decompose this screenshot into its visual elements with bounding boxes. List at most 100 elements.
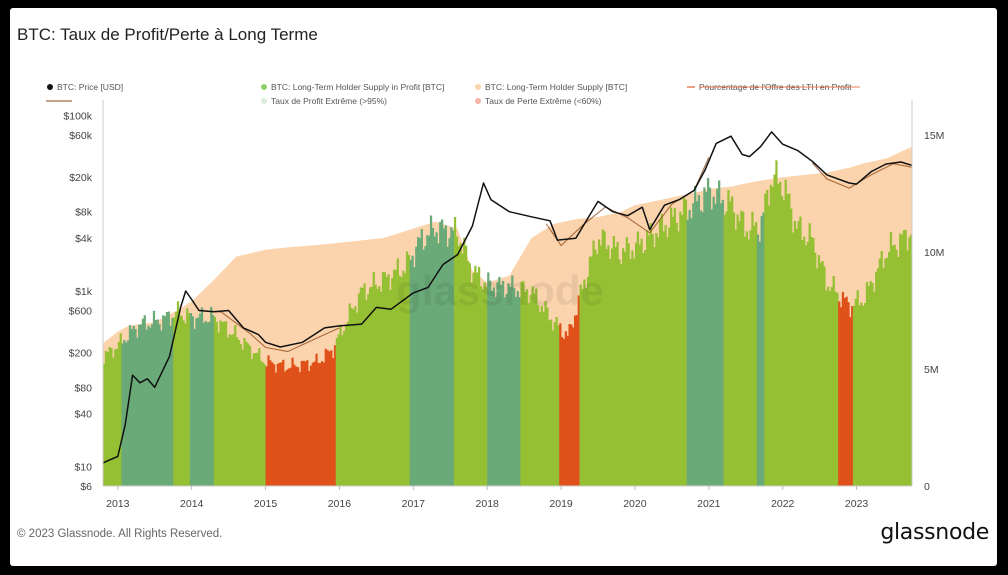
x-tick-label: 2023 <box>845 498 869 510</box>
extreme-profit-bar <box>716 188 719 486</box>
profit-bar <box>828 291 832 486</box>
profit-bar <box>825 290 828 486</box>
profit-bar <box>819 262 822 486</box>
profit-bar <box>808 223 811 486</box>
profit-bar <box>387 274 390 486</box>
extreme-profit-bar <box>719 203 723 486</box>
profit-bar <box>795 228 798 486</box>
y-left-tick-label: $20k <box>69 172 93 184</box>
profit-bar <box>856 290 859 486</box>
profit-bar <box>670 207 673 486</box>
extreme-profit-bar <box>694 185 697 486</box>
extreme-profit-bar <box>165 312 169 486</box>
profit-bar <box>176 301 180 486</box>
extreme-profit-bar <box>448 238 451 486</box>
extreme-profit-bar <box>162 315 165 486</box>
profit-bar <box>527 303 531 486</box>
profit-bar <box>766 189 769 486</box>
extreme-loss-bar <box>843 298 846 486</box>
profit-bar <box>389 290 392 486</box>
profit-bar <box>477 266 481 486</box>
profit-bar <box>725 211 728 486</box>
profit-bar <box>755 221 758 486</box>
profit-bar <box>804 245 808 486</box>
extreme-profit-bar <box>692 203 695 486</box>
profit-bar <box>592 240 595 486</box>
profit-bar <box>182 320 185 486</box>
extreme-profit-bar <box>145 329 148 486</box>
extreme-loss-bar <box>276 363 279 486</box>
profit-bar <box>359 287 362 486</box>
extreme-profit-bar <box>208 321 211 486</box>
extreme-loss-bar <box>309 365 313 486</box>
profit-bar <box>463 237 466 486</box>
extreme-loss-bar <box>315 353 318 486</box>
extreme-loss-bar <box>265 366 268 486</box>
profit-bar <box>631 250 634 486</box>
profit-bar <box>745 231 749 486</box>
extreme-loss-bar <box>847 302 850 486</box>
extreme-profit-bar <box>492 287 495 486</box>
profit-bar <box>466 261 470 486</box>
profit-bar <box>472 272 475 486</box>
extreme-profit-bar <box>712 196 715 486</box>
profit-bar <box>852 305 856 486</box>
extreme-profit-bar <box>758 241 761 486</box>
profit-bar <box>112 357 115 486</box>
extreme-profit-bar <box>191 316 194 486</box>
profit-bar <box>391 278 394 486</box>
profit-bar <box>655 233 658 486</box>
profit-bar <box>256 352 259 486</box>
profit-bar <box>638 244 641 486</box>
profit-bar <box>175 311 178 486</box>
extreme-profit-bar <box>511 275 514 486</box>
extreme-profit-bar <box>149 327 152 486</box>
profit-bar <box>623 251 627 486</box>
profit-bar <box>598 239 601 486</box>
extreme-loss-bar <box>306 360 309 486</box>
profit-bar <box>732 212 736 486</box>
extreme-profit-bar <box>415 246 418 486</box>
profit-bar <box>585 287 588 486</box>
profit-bar <box>673 208 676 486</box>
extreme-loss-bar <box>296 367 300 486</box>
profit-bar <box>736 214 739 486</box>
profit-bar <box>457 245 460 486</box>
profit-bar <box>226 337 229 486</box>
profit-bar <box>252 353 255 486</box>
profit-bar <box>832 276 835 486</box>
extreme-loss-bar <box>570 324 573 486</box>
profit-bar <box>483 282 486 486</box>
extreme-profit-bar <box>437 243 440 486</box>
x-tick-label: 2017 <box>402 498 426 510</box>
legend-dot-marker <box>475 84 481 90</box>
profit-bar <box>887 251 891 486</box>
profit-bar <box>751 211 754 486</box>
extreme-profit-bar <box>439 221 442 486</box>
profit-bar <box>644 250 647 486</box>
extreme-profit-bar <box>705 192 708 486</box>
profit-bar <box>531 286 534 486</box>
profit-bar <box>675 222 678 486</box>
extreme-loss-bar <box>267 355 270 486</box>
profit-bar <box>786 194 789 486</box>
profit-bar <box>178 315 181 486</box>
profit-bar <box>261 362 265 486</box>
extreme-profit-bar <box>426 235 429 486</box>
profit-bar <box>865 282 869 486</box>
profit-bar <box>363 283 366 486</box>
extreme-profit-bar <box>202 322 205 486</box>
profit-bar <box>801 240 804 486</box>
profit-bar <box>647 235 651 486</box>
profit-bar <box>793 220 797 486</box>
extreme-profit-bar <box>141 318 145 486</box>
profit-bar <box>900 234 904 486</box>
profit-bar <box>782 200 785 486</box>
profit-bar <box>232 334 235 486</box>
profit-bar <box>636 231 640 486</box>
extreme-profit-bar <box>496 282 499 486</box>
profit-bar <box>738 221 741 486</box>
profit-bar <box>660 214 664 486</box>
profit-bar <box>553 322 556 486</box>
x-tick-label: 2015 <box>254 498 278 510</box>
